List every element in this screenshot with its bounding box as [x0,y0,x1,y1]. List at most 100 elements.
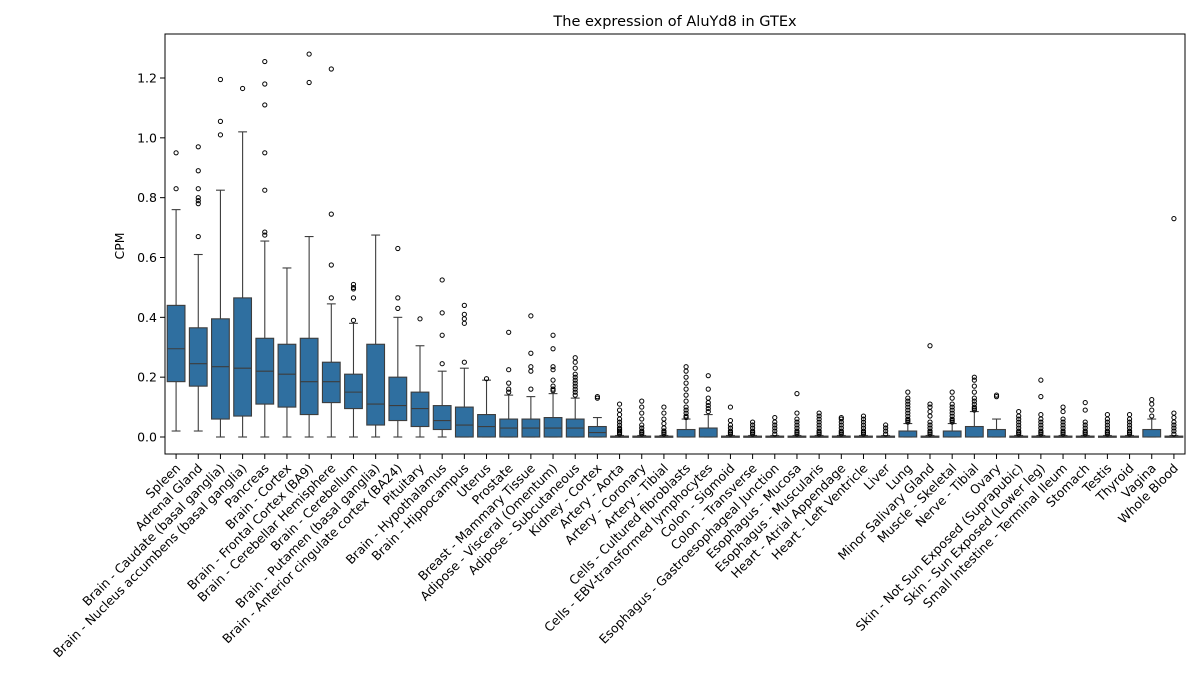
outlier-point [1126,411,1133,418]
outlier-point [794,428,800,434]
outlier-point [616,419,623,425]
outlier-point [705,399,711,406]
outlier-point [195,195,201,201]
outlier-point [683,368,689,374]
outlier-point [727,425,734,431]
outlier-point [705,386,711,392]
outlier-point [173,186,179,192]
outlier-point [661,416,667,422]
outlier-point [528,313,534,319]
box-group [366,234,386,438]
outlier-point [927,404,933,410]
outlier-point [461,320,467,326]
box-group [721,404,740,438]
y-axis-label: CPM [112,232,127,259]
outlier-point [1060,419,1066,425]
outlier-point [905,401,911,407]
box-group [698,373,718,438]
outlier-point [461,302,467,308]
box-group [809,410,829,438]
outlier-point [1126,425,1133,431]
outlier-point [1104,425,1110,431]
outlier-point [550,383,556,389]
outlier-point [705,408,711,415]
outlier-point [794,416,800,422]
plot-frame [164,33,1186,455]
outlier-point [550,364,556,370]
outlier-point [705,373,711,379]
box-group [454,302,474,438]
box-iqr [233,297,253,417]
outlier-point [883,422,889,428]
outlier-point [1149,407,1155,413]
box-group [876,422,896,438]
outlier-point [350,317,357,323]
outlier-point [727,422,734,428]
outlier-point [639,425,645,431]
outlier-point [1038,422,1044,428]
box-group [521,313,541,438]
outlier-point [639,410,645,416]
outlier-point [971,395,977,401]
box-iqr [477,414,496,438]
outlier-point [905,413,911,419]
outlier-point [262,232,268,238]
outlier-point [1016,416,1022,422]
outlier-point [572,383,578,389]
outlier-point [1060,408,1066,415]
outlier-point [661,420,667,427]
outlier-point [772,419,778,425]
outlier-point [195,186,201,192]
outlier-point [306,79,312,86]
outlier-point [528,364,534,370]
box-iqr [366,343,386,426]
outlier-point [1126,416,1133,422]
box-group [565,355,585,438]
outlier-point [350,295,357,301]
outlier-point [905,404,911,410]
outlier-point [860,413,867,419]
outlier-point [1060,416,1066,422]
outlier-point [949,416,955,422]
box-group [277,267,297,438]
outlier-point [838,414,844,421]
box-group [321,66,341,438]
box-group [942,389,962,438]
outlier-point [461,311,467,317]
box-group [410,316,430,438]
y-tick-label: 1.0 [137,130,157,145]
outlier-point [1016,408,1022,415]
box-iqr [432,405,452,431]
outlier-point [328,262,334,268]
outlier-point [262,102,268,108]
outlier-point [971,383,977,389]
outlier-point [1038,419,1044,425]
outlier-point [1082,399,1088,406]
outlier-point [838,425,844,431]
outlier-point [683,410,689,416]
outlier-point [439,310,445,316]
outlier-point [616,425,623,431]
outlier-point [1171,422,1177,428]
box-iqr [166,304,186,383]
outlier-point [1082,428,1088,434]
outlier-point [927,422,933,428]
box-group [388,245,408,438]
box-group [1053,404,1073,438]
box-group [299,51,319,438]
box-iqr [211,318,230,420]
box-group [1097,411,1117,438]
outlier-point [750,425,756,431]
outlier-point [1016,413,1022,419]
outlier-point [1082,407,1088,413]
outlier-point [639,404,645,410]
outlier-point [1171,425,1177,431]
box-group [543,332,563,438]
outlier-point [971,377,977,383]
outlier-point [639,422,645,428]
outlier-point [971,389,977,395]
outlier-point [639,428,645,434]
outlier-point [572,380,578,386]
box-group [587,394,607,438]
box-iqr [987,428,1006,438]
